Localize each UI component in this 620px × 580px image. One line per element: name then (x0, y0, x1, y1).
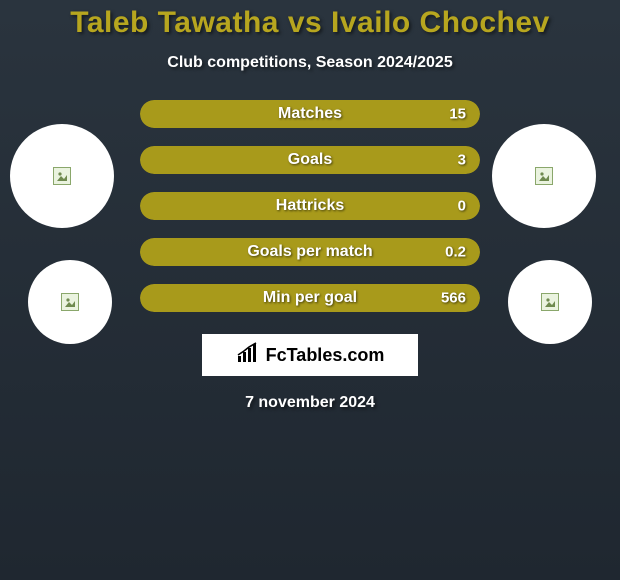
image-placeholder-icon (53, 167, 71, 185)
team-photo (28, 260, 112, 344)
report-date: 7 november 2024 (245, 394, 375, 412)
stat-label: Hattricks (276, 197, 344, 215)
stat-row: Hattricks 0 (140, 192, 480, 220)
stat-label: Goals (288, 151, 332, 169)
stats-list: Matches 15 Goals 3 Hattricks 0 Goals per… (140, 100, 480, 312)
team-photo (508, 260, 592, 344)
player-photo (492, 124, 596, 228)
stat-row: Goals 3 (140, 146, 480, 174)
brand-badge: FcTables.com (202, 334, 418, 376)
stat-row: Min per goal 566 (140, 284, 480, 312)
brand-text: FcTables.com (266, 345, 385, 366)
image-placeholder-icon (535, 167, 553, 185)
stat-value: 0.2 (445, 244, 466, 261)
brand-inner: FcTables.com (236, 342, 385, 369)
stat-value: 3 (458, 152, 466, 169)
stat-value: 0 (458, 198, 466, 215)
comparison-title: Taleb Tawatha vs Ivailo Chochev (70, 6, 550, 40)
chart-icon (236, 342, 260, 369)
player-photo (10, 124, 114, 228)
stat-label: Matches (278, 105, 342, 123)
season-subtitle: Club competitions, Season 2024/2025 (167, 54, 452, 72)
stat-label: Min per goal (263, 289, 357, 307)
image-placeholder-icon (541, 293, 559, 311)
stat-row: Goals per match 0.2 (140, 238, 480, 266)
stat-value: 15 (449, 106, 466, 123)
stat-label: Goals per match (247, 243, 372, 261)
image-placeholder-icon (61, 293, 79, 311)
stat-value: 566 (441, 290, 466, 307)
stat-row: Matches 15 (140, 100, 480, 128)
